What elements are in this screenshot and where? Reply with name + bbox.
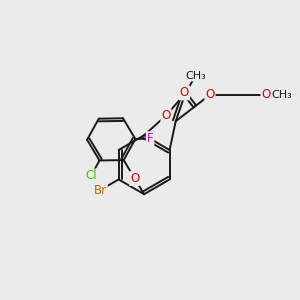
Text: O: O	[180, 86, 189, 99]
Text: Br: Br	[94, 184, 107, 196]
Text: CH₃: CH₃	[185, 70, 206, 80]
Text: O: O	[161, 109, 171, 122]
Text: O: O	[206, 88, 215, 101]
Text: F: F	[147, 132, 153, 145]
Text: O: O	[130, 172, 139, 185]
Text: CH₃: CH₃	[272, 90, 292, 100]
Text: Cl: Cl	[85, 169, 97, 182]
Text: O: O	[261, 88, 271, 101]
